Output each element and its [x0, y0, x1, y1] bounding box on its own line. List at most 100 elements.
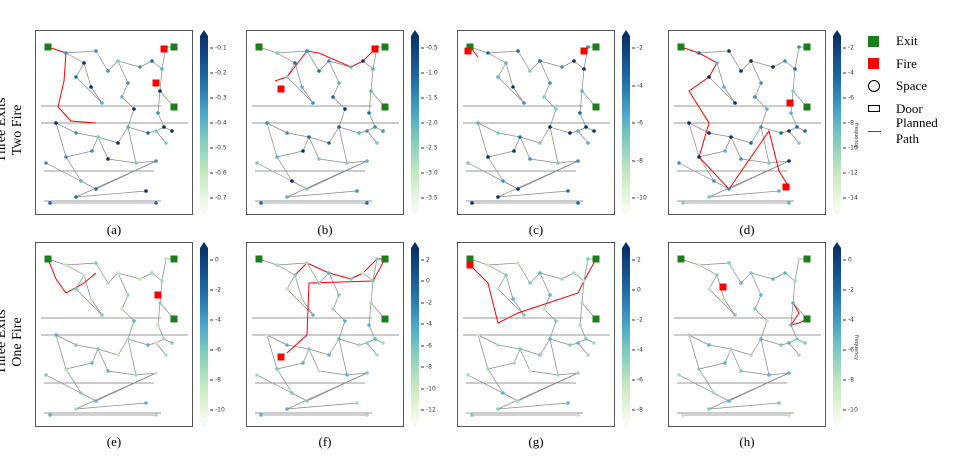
graph-edge — [318, 272, 330, 284]
colorbar-max-arrow — [833, 242, 841, 248]
graph-edge — [276, 52, 296, 64]
space-node — [765, 107, 769, 111]
space-node — [542, 307, 546, 311]
space-node — [349, 65, 353, 69]
space-node — [496, 195, 500, 199]
colorbar-gradient — [200, 248, 208, 421]
space-node — [727, 399, 731, 403]
colorbar-tick: -10 — [421, 385, 436, 392]
exit-marker — [381, 43, 389, 51]
graph-edge — [573, 60, 585, 70]
graph-edge — [579, 324, 587, 340]
space-node — [548, 337, 552, 341]
space-node — [116, 141, 120, 145]
graph-edge — [328, 60, 340, 84]
graph-edge — [730, 348, 752, 356]
exit-marker — [803, 315, 811, 323]
space-node — [365, 341, 369, 345]
space-node — [470, 413, 474, 417]
graph-edge — [338, 320, 346, 340]
space-node — [486, 263, 490, 267]
graph-edge — [543, 308, 557, 322]
space-node — [568, 131, 572, 135]
space-node — [580, 301, 584, 305]
space-node — [715, 61, 719, 65]
colorbar-max-arrow — [200, 30, 208, 36]
graph-edge — [497, 62, 507, 78]
space-node — [132, 319, 136, 323]
graph-edge — [557, 372, 579, 376]
space-node — [343, 319, 347, 323]
graph-edge — [318, 158, 348, 164]
graph-edge — [519, 348, 531, 372]
space-node — [96, 347, 100, 351]
space-node — [727, 49, 731, 53]
graph-edge — [557, 160, 579, 164]
colorbar-tick: -1.5 — [421, 95, 438, 102]
colorbar-tick: -1.0 — [421, 70, 438, 77]
space-node — [158, 301, 162, 305]
colorbar-tick: -3.0 — [421, 170, 438, 177]
space-node — [345, 161, 349, 165]
space-node — [765, 319, 769, 323]
graph-edge — [328, 272, 340, 296]
graph-edge — [266, 334, 278, 370]
graph-edge — [497, 402, 569, 410]
exit-marker — [803, 43, 811, 51]
network-panel — [246, 30, 404, 215]
space-node — [707, 407, 711, 411]
space-node — [777, 401, 781, 405]
space-node — [795, 337, 799, 341]
graph-edge — [127, 126, 137, 164]
space-node — [538, 271, 542, 275]
row-label-line: Two Fire — [10, 104, 25, 156]
graph-edge — [497, 372, 579, 410]
graph-edge — [276, 150, 304, 158]
space-node — [576, 341, 580, 345]
space-node — [307, 135, 311, 139]
graph-edge — [549, 320, 557, 340]
graph-edge — [708, 274, 718, 290]
graph-edge — [65, 368, 82, 394]
graph-edge — [561, 272, 575, 280]
space-node — [803, 129, 807, 133]
colorbar-min-arrow — [411, 421, 419, 427]
space-node — [357, 343, 361, 347]
graph-edge — [90, 298, 103, 316]
graph-edge — [512, 86, 525, 104]
space-node — [578, 111, 582, 115]
graph-edge — [549, 126, 559, 164]
space-node — [301, 361, 305, 365]
space-node — [759, 293, 763, 297]
graph-edge — [583, 258, 589, 282]
planned-path — [286, 258, 386, 354]
graph-edge — [286, 402, 358, 410]
graph-edge — [75, 402, 147, 410]
fire-marker — [580, 47, 588, 55]
colorbar-tick: -12 — [421, 407, 436, 414]
colorbar: 2 0 -2 -4 -6 -8 — [622, 242, 643, 427]
graph-edge — [487, 156, 504, 182]
space-node — [265, 333, 269, 337]
graph-edge — [55, 122, 67, 158]
graph-edge — [75, 160, 157, 198]
colorbar-tick: -2 — [843, 287, 854, 294]
graph-edge — [306, 50, 320, 72]
legend-space: Space — [868, 75, 964, 98]
graph-edge — [477, 334, 489, 370]
graph-edge — [286, 76, 314, 104]
graph-edge — [117, 60, 141, 68]
space-node — [116, 353, 120, 357]
graph-edge — [338, 338, 348, 376]
space-node — [739, 281, 743, 285]
space-node — [317, 69, 321, 73]
space-node — [779, 131, 783, 135]
space-node — [132, 107, 136, 111]
space-node — [560, 277, 564, 281]
space-node — [381, 341, 385, 345]
network-graph — [252, 43, 399, 205]
space-node — [345, 373, 349, 377]
graph-edge — [65, 52, 85, 64]
panel-label: (a) — [106, 222, 122, 237]
graph-edge — [157, 112, 165, 128]
